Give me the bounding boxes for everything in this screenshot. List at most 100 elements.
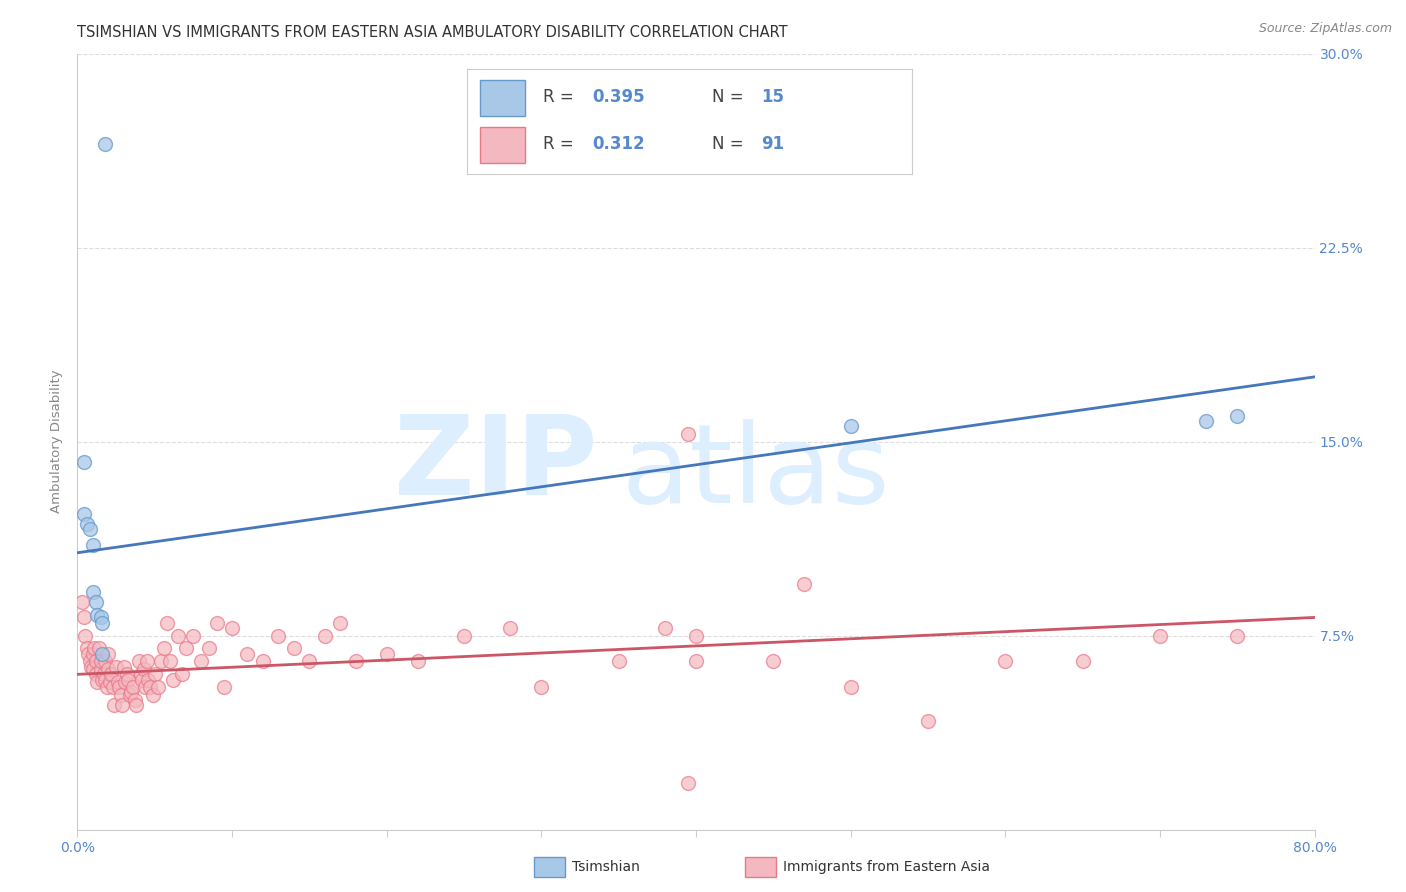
Point: [84, 595, 107, 609]
Point: [72, 507, 94, 521]
Point: [762, 654, 785, 669]
Point: [298, 654, 321, 669]
Point: [115, 667, 138, 681]
Point: [80, 659, 103, 673]
Point: [153, 641, 176, 656]
Point: [110, 688, 132, 702]
Text: Immigrants from Eastern Asia: Immigrants from Eastern Asia: [783, 860, 990, 874]
Point: [143, 667, 166, 681]
Point: [70, 595, 93, 609]
Point: [685, 654, 707, 669]
Point: [86, 675, 108, 690]
Text: Tsimshian: Tsimshian: [572, 860, 640, 874]
Point: [236, 647, 259, 661]
Point: [375, 647, 398, 661]
Point: [83, 641, 105, 656]
Point: [190, 654, 212, 669]
Point: [499, 621, 522, 635]
Point: [917, 714, 939, 728]
Point: [214, 680, 236, 694]
Point: [114, 675, 136, 690]
Point: [283, 641, 305, 656]
Point: [406, 654, 429, 669]
Point: [90, 654, 111, 669]
Point: [76, 517, 98, 532]
Point: [136, 654, 159, 669]
Point: [1195, 414, 1218, 428]
Point: [87, 641, 110, 656]
Point: [111, 698, 134, 713]
Point: [96, 680, 118, 694]
Point: [793, 576, 815, 591]
Point: [76, 641, 98, 656]
Point: [84, 654, 107, 669]
Point: [112, 659, 135, 673]
Point: [101, 680, 124, 694]
Point: [97, 662, 120, 676]
Point: [678, 776, 700, 790]
Point: [129, 667, 152, 681]
Point: [1071, 654, 1094, 669]
Point: [94, 654, 117, 669]
Point: [1226, 409, 1249, 423]
Point: [132, 662, 155, 676]
Point: [142, 688, 165, 702]
Point: [82, 584, 104, 599]
Point: [86, 607, 108, 622]
Point: [122, 680, 145, 694]
Point: [100, 667, 122, 681]
Point: [162, 673, 184, 687]
Point: [530, 680, 553, 694]
Point: [124, 693, 146, 707]
Point: [107, 675, 129, 690]
Point: [134, 680, 156, 694]
Point: [97, 647, 120, 661]
Text: Source: ZipAtlas.com: Source: ZipAtlas.com: [1258, 22, 1392, 36]
Point: [159, 654, 181, 669]
Point: [125, 698, 148, 713]
Point: [118, 688, 141, 702]
Point: [139, 680, 162, 694]
Point: [90, 610, 111, 624]
Point: [994, 654, 1017, 669]
Point: [267, 628, 290, 642]
Point: [75, 628, 96, 642]
Point: [654, 621, 676, 635]
Point: [79, 654, 101, 669]
Point: [607, 654, 630, 669]
Point: [138, 673, 160, 687]
Point: [121, 685, 143, 699]
Text: atlas: atlas: [621, 419, 890, 526]
Point: [91, 647, 114, 661]
Point: [90, 662, 111, 676]
Point: [94, 136, 117, 151]
Point: [685, 628, 707, 642]
Point: [453, 628, 475, 642]
Y-axis label: Ambulatory Disability: Ambulatory Disability: [51, 369, 63, 514]
Point: [183, 628, 205, 642]
Point: [314, 628, 336, 642]
Point: [839, 419, 862, 434]
Point: [172, 667, 194, 681]
Point: [344, 654, 367, 669]
Point: [1226, 628, 1249, 642]
Point: [128, 654, 150, 669]
Point: [131, 673, 153, 687]
Point: [198, 641, 221, 656]
Point: [1149, 628, 1171, 642]
Point: [82, 662, 104, 676]
Text: ZIP: ZIP: [394, 411, 598, 518]
Point: [839, 680, 862, 694]
Point: [77, 647, 100, 661]
Point: [678, 426, 700, 441]
Point: [91, 615, 114, 630]
Point: [82, 538, 104, 552]
Point: [79, 523, 101, 537]
Point: [94, 673, 117, 687]
Point: [146, 680, 169, 694]
Point: [174, 641, 197, 656]
Point: [156, 615, 179, 630]
Point: [84, 667, 107, 681]
Point: [103, 698, 125, 713]
Point: [117, 673, 139, 687]
